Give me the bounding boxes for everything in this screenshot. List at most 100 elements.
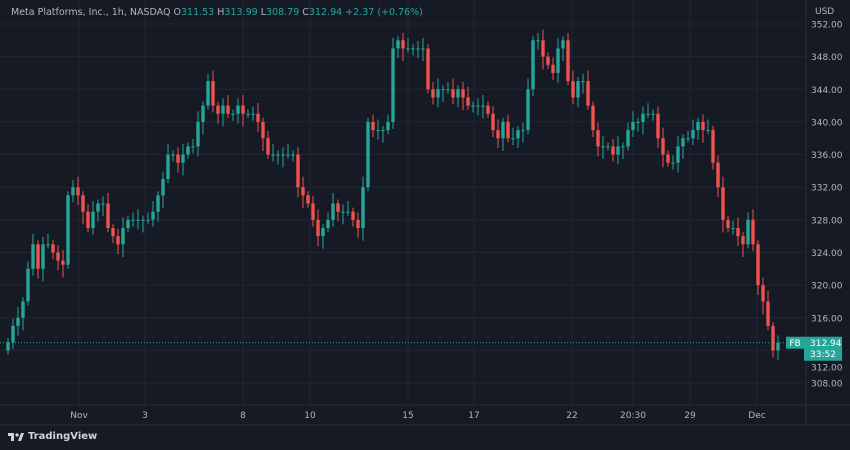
candle-body: [481, 105, 485, 107]
candle-body: [701, 121, 705, 131]
symbol-badge-text: FB: [789, 339, 800, 349]
currency-label: USD: [815, 7, 834, 17]
candle-body: [691, 130, 695, 139]
symbol-badge: [786, 336, 804, 349]
candle-body: [231, 113, 235, 115]
candle-body: [71, 187, 75, 196]
candle-body: [726, 219, 730, 228]
candle-body: [366, 121, 370, 188]
candle-body: [106, 203, 110, 228]
candle-body: [621, 146, 625, 148]
candle-body: [86, 211, 90, 228]
candle-body: [371, 121, 375, 131]
candle-body: [181, 154, 185, 163]
candle-body: [246, 113, 250, 115]
candle-body: [436, 89, 440, 98]
candle-body: [26, 268, 30, 302]
x-tick-label: 10: [304, 411, 316, 421]
candle-body: [271, 154, 275, 156]
candle-body: [531, 40, 535, 90]
candle-body: [501, 121, 505, 139]
candle-body: [406, 48, 410, 50]
low-value: 308.79: [266, 7, 300, 18]
candle-body: [541, 40, 545, 57]
x-tick-label: 22: [566, 411, 577, 421]
candle-body: [646, 113, 650, 115]
candle-body: [256, 113, 260, 122]
candle-body: [41, 244, 45, 269]
x-tick-label: Nov: [70, 411, 88, 421]
close-label: C: [302, 7, 309, 18]
candle-body: [166, 154, 170, 180]
candle-body: [296, 154, 300, 188]
candle-body: [471, 105, 475, 107]
candle-body: [351, 211, 355, 220]
candle-body: [556, 48, 560, 73]
candle-body: [741, 236, 745, 245]
y-tick-label: 336.00: [811, 151, 843, 161]
candle-body: [261, 121, 265, 139]
low-label: L: [260, 7, 266, 18]
candle-body: [306, 195, 310, 204]
candle-body: [716, 162, 720, 188]
candle-body: [431, 89, 435, 98]
candle-body: [696, 121, 700, 131]
tradingview-logo[interactable]: TradingView: [8, 431, 97, 442]
candle-body: [711, 130, 715, 163]
candle-body: [171, 154, 175, 156]
candle-body: [486, 105, 490, 114]
y-tick-label: 308.00: [811, 380, 843, 390]
chart-legend: Meta Platforms, Inc., 1h, NASDAQ O311.53…: [11, 7, 423, 18]
candle-body: [581, 81, 585, 83]
candle-body: [96, 203, 100, 212]
candle-body: [251, 113, 255, 115]
candle-body: [771, 325, 775, 351]
y-tick-label: 332.00: [811, 184, 843, 194]
candle-body: [101, 203, 105, 205]
candle-body: [396, 40, 400, 49]
candle-body: [496, 130, 500, 139]
y-tick-label: 328.00: [811, 216, 843, 226]
candle-body: [576, 81, 580, 98]
candle-body: [386, 121, 390, 131]
candle-body: [151, 211, 155, 220]
candle-body: [136, 219, 140, 221]
candle-body: [291, 154, 295, 156]
candle-body: [706, 130, 710, 132]
candle-body: [126, 219, 130, 228]
candle-body: [361, 187, 365, 228]
x-tick-label: 29: [684, 411, 696, 421]
candle-body: [336, 203, 340, 212]
last-price-badge: [804, 336, 842, 361]
candle-body: [616, 146, 620, 155]
candle-body: [611, 146, 615, 155]
candle-body: [11, 325, 15, 343]
candle-body: [596, 130, 600, 147]
candle-body: [636, 121, 640, 123]
candle-body: [411, 48, 415, 50]
candle-body: [321, 228, 325, 237]
candle-body: [311, 203, 315, 220]
x-tick-label: Dec: [748, 411, 765, 421]
candle-body: [666, 154, 670, 163]
y-tick-label: 320.00: [811, 282, 843, 292]
candle-body: [426, 48, 430, 90]
candle-body: [76, 187, 80, 196]
candle-body: [731, 228, 735, 229]
candle-body: [61, 260, 65, 265]
candle-body: [521, 130, 525, 132]
candle-body: [146, 219, 150, 221]
y-tick-label: 324.00: [811, 249, 843, 259]
candle-body: [121, 228, 125, 245]
candle-body: [36, 244, 40, 269]
candle-body: [276, 154, 280, 156]
candle-body: [156, 195, 160, 212]
candle-body: [81, 195, 85, 212]
x-tick-label: 8: [240, 411, 246, 421]
candle-body: [176, 154, 180, 163]
candle-body: [751, 219, 755, 245]
candle-body: [401, 40, 405, 49]
candle-body: [31, 244, 35, 269]
candle-body: [66, 195, 70, 265]
